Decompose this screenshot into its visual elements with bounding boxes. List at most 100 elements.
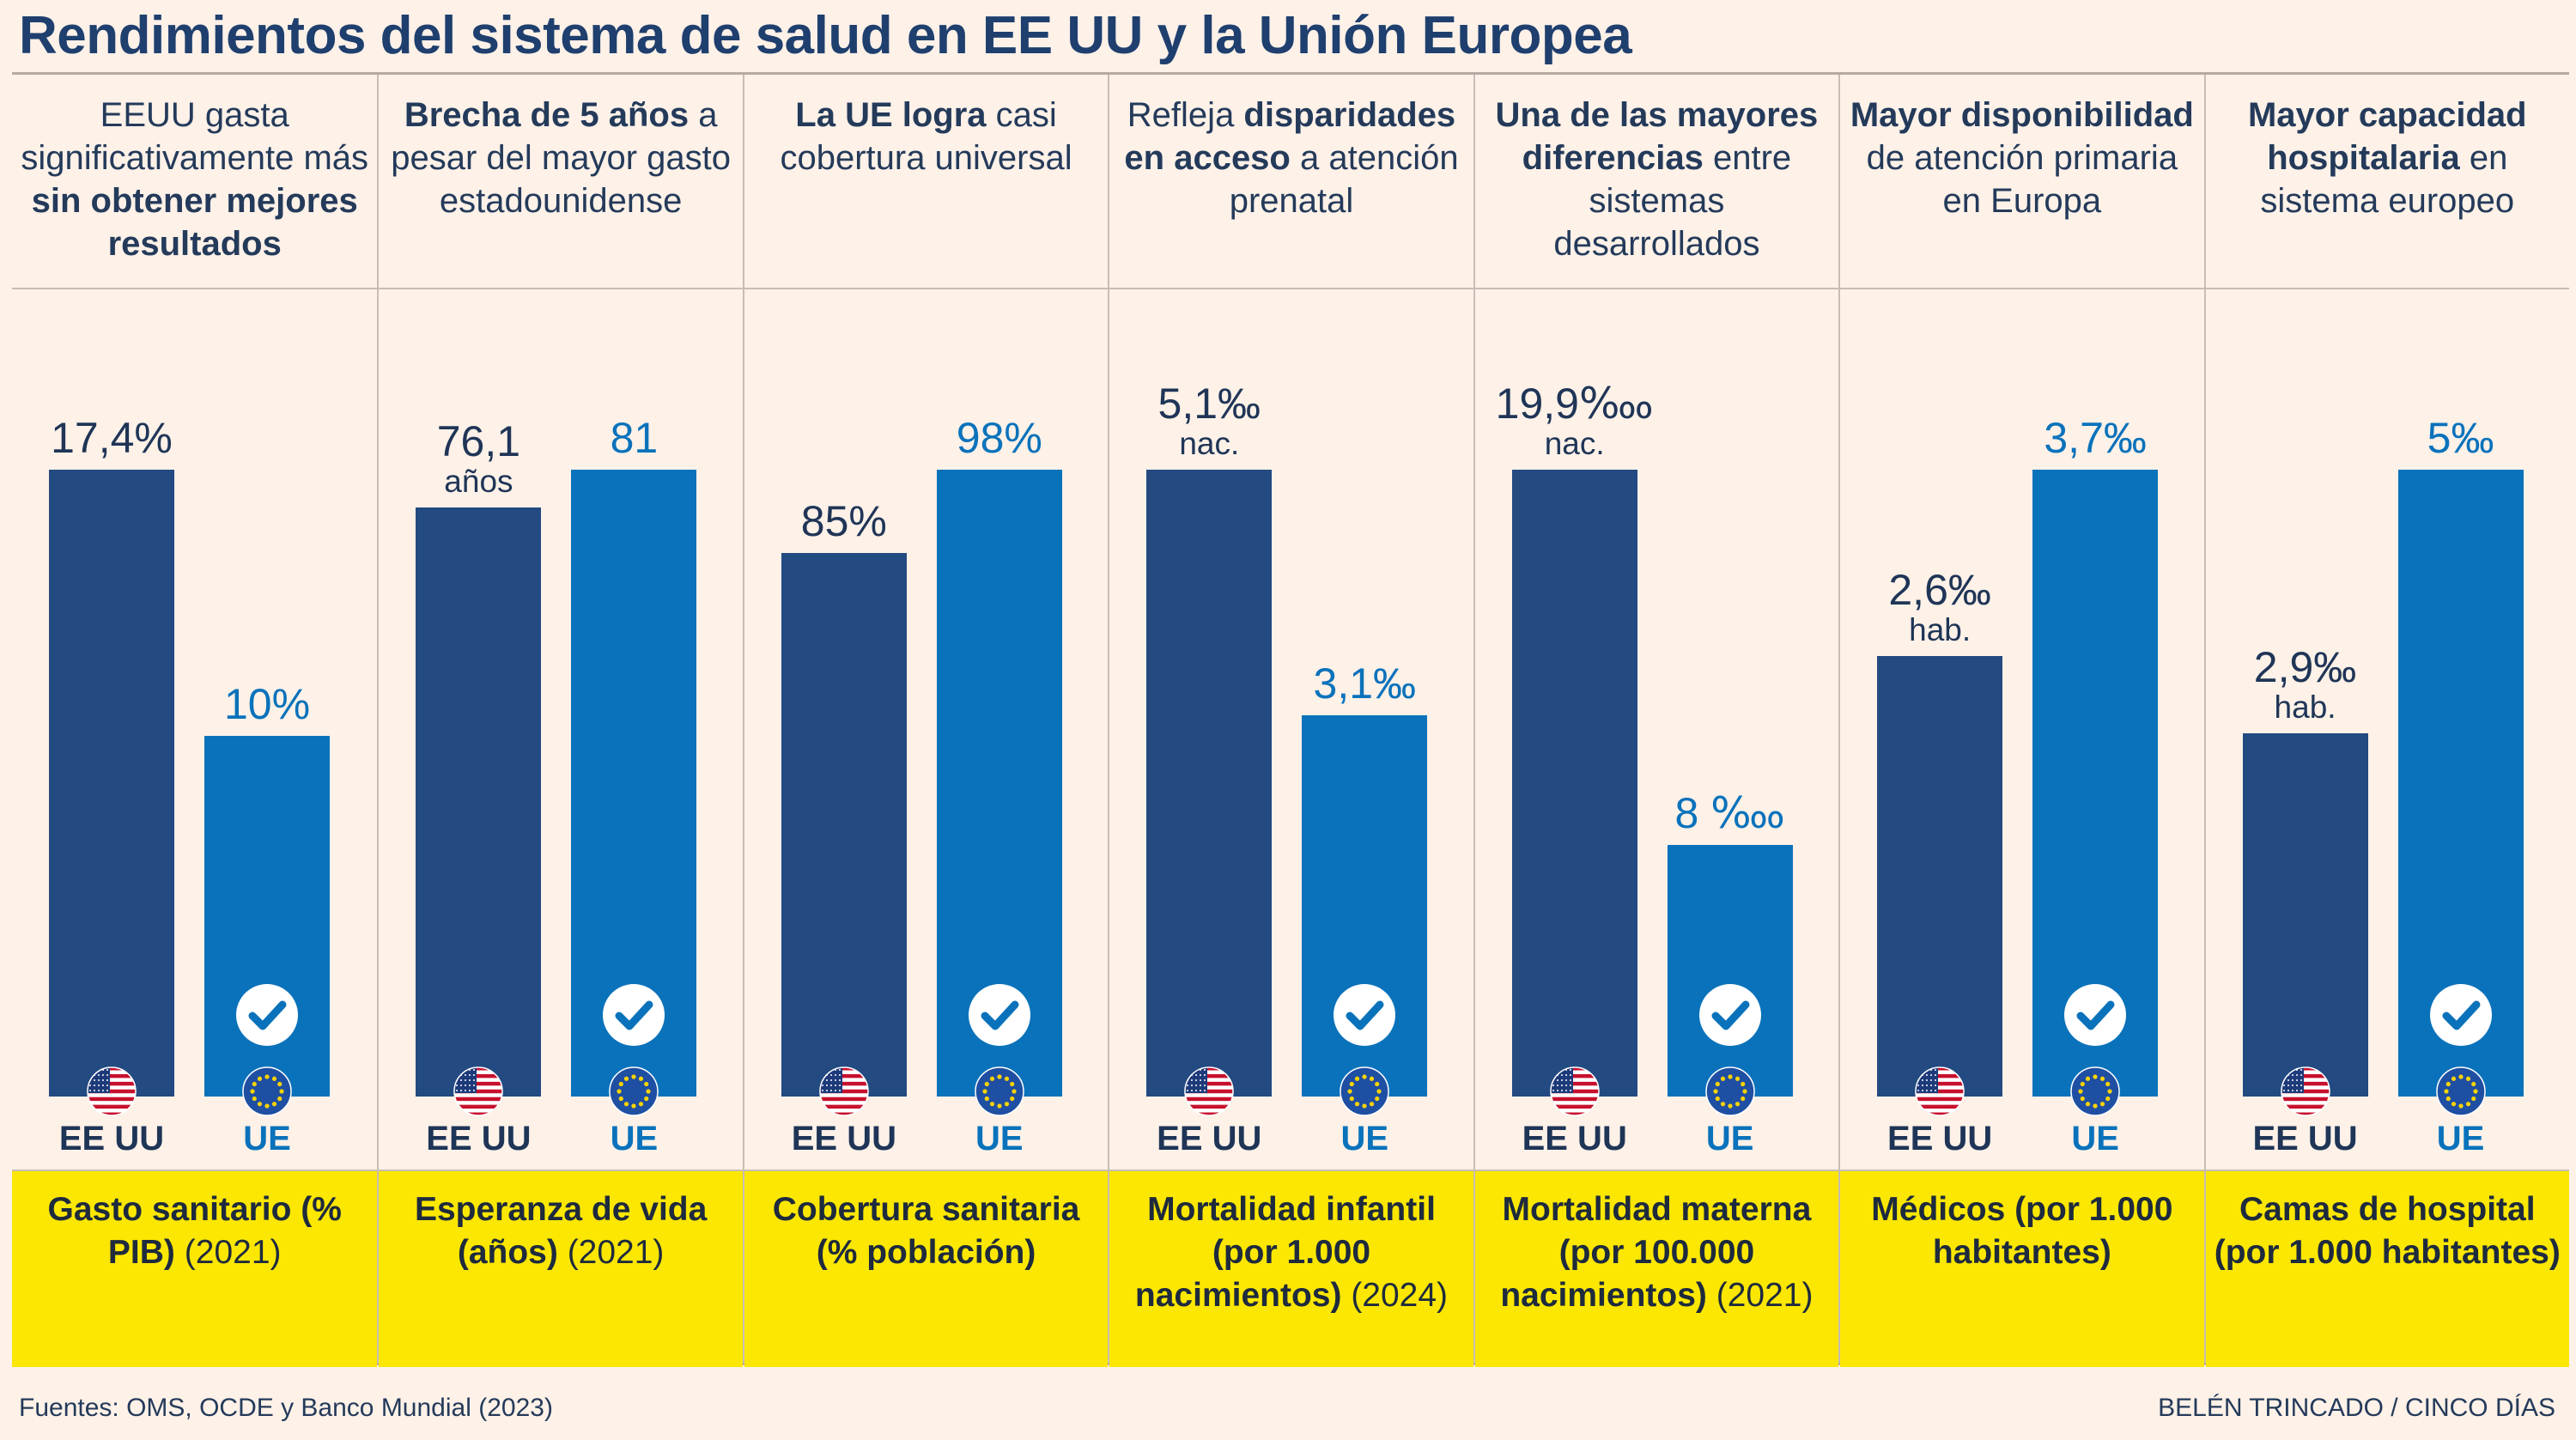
eu-value-label: 5‰	[2427, 414, 2494, 462]
panel-divider	[379, 288, 743, 289]
us-value-label: 85%	[800, 496, 887, 545]
text: en sistema europeo	[2260, 139, 2515, 220]
text: a atención prenatal	[1229, 139, 1459, 220]
checkmark-circle-icon	[2429, 983, 2493, 1047]
panel-subtitle: Refleja disparidades en acceso a atenció…	[1116, 94, 1466, 222]
bold-text: Brecha de 5 años	[404, 96, 699, 134]
us-bar	[2242, 732, 2368, 1097]
checkmark-circle-icon	[1698, 983, 1762, 1047]
eu-value-label: 3,7‰	[2044, 414, 2147, 462]
eu-category-label: UE	[1705, 1120, 1754, 1157]
us-category-label: EE UU	[791, 1120, 896, 1157]
us-value-label: 2,6‰	[1888, 566, 1991, 615]
eu-flag-icon	[2435, 1066, 2486, 1116]
panel-subtitle: Una de las mayores diferencias entre sis…	[1482, 94, 1832, 265]
metric-box: Gasto sanitario (% PIB) (2021)	[12, 1170, 378, 1367]
panel-divider	[2205, 288, 2569, 289]
us-category-label: EE UU	[426, 1120, 532, 1157]
us-value-label: 19,9‱	[1495, 380, 1654, 428]
panel-divider	[744, 288, 1109, 289]
text: (2024)	[1351, 1277, 1449, 1314]
us-value-label: 2,9‰	[2253, 642, 2357, 691]
checkmark-circle-icon	[602, 983, 665, 1047]
eu-value-label: 3,1‰	[1313, 659, 1417, 708]
eu-flag-icon	[2070, 1066, 2120, 1116]
eu-category-label: UE	[1340, 1120, 1389, 1157]
checkmark-circle-icon	[2063, 983, 2127, 1047]
panel-6: Mayor disponibilidad de atención primari…	[1838, 75, 2204, 1367]
eu-value-label: 8 ‱	[1674, 788, 1785, 837]
bold-text: Mortalidad infantil (por 1.000 nacimient…	[1134, 1191, 1436, 1314]
metric-label: Mortalidad infantil (por 1.000 nacimient…	[1116, 1188, 1466, 1317]
source-note: Fuentes: OMS, OCDE y Banco Mundial (2023…	[19, 1394, 553, 1422]
metric-label: Esperanza de vida (años) (2021)	[386, 1188, 735, 1274]
us-bar	[781, 552, 907, 1097]
panel-subtitle: Mayor disponibilidad de atención primari…	[1847, 94, 2196, 222]
metric-box: Cobertura sanitaria (% población)	[744, 1170, 1109, 1367]
us-flag-icon	[453, 1066, 504, 1116]
bold-text: Cobertura sanitaria (% población)	[772, 1191, 1080, 1271]
eu-bar	[1667, 844, 1793, 1097]
us-value-unit: hab.	[1909, 612, 1971, 648]
panel-divider	[1109, 288, 1473, 289]
metric-box: Esperanza de vida (años) (2021)	[379, 1170, 743, 1367]
panel-2: Brecha de 5 años a pesar del mayor gasto…	[377, 75, 743, 1367]
metric-label: Gasto sanitario (% PIB) (2021)	[19, 1188, 370, 1274]
text: (2021)	[184, 1234, 282, 1271]
panel-subtitle: Brecha de 5 años a pesar del mayor gasto…	[386, 94, 735, 222]
panel-5: Una de las mayores diferencias entre sis…	[1473, 75, 1839, 1367]
us-category-label: EE UU	[1522, 1120, 1627, 1157]
chart-title: Rendimientos del sistema de salud en EE …	[19, 6, 1632, 65]
panel-divider	[1840, 288, 2204, 289]
eu-category-label: UE	[975, 1120, 1024, 1157]
text: a pesar del mayor gasto estadounidense	[391, 96, 732, 220]
metric-label: Cobertura sanitaria (% población)	[751, 1188, 1101, 1274]
panel-subtitle: EEUU gasta significativamente más sin ob…	[19, 94, 370, 265]
panel-4: Refleja disparidades en acceso a atenció…	[1108, 75, 1473, 1367]
checkmark-circle-icon	[235, 983, 299, 1047]
us-value-unit: nac.	[1179, 426, 1240, 461]
panel-divider	[1474, 288, 1839, 289]
text: de atención primaria en Europa	[1866, 139, 2178, 220]
text: (2021)	[567, 1234, 665, 1271]
metric-label: Mortalidad materna (por 100.000 nacimien…	[1482, 1188, 1832, 1317]
us-value-unit: nac.	[1544, 426, 1605, 461]
bold-text: Camas de hospital (por 1.000 habitantes)	[2214, 1191, 2561, 1271]
eu-category-label: UE	[2071, 1120, 2119, 1157]
text: EEUU gasta significativamente más	[21, 96, 369, 177]
panel-divider	[12, 288, 378, 289]
eu-flag-icon	[242, 1066, 292, 1116]
eu-category-label: UE	[2436, 1120, 2485, 1157]
metric-box: Mortalidad materna (por 100.000 nacimien…	[1474, 1170, 1839, 1367]
eu-category-label: UE	[610, 1120, 659, 1157]
us-bar	[1877, 656, 2003, 1097]
eu-flag-icon	[975, 1066, 1024, 1116]
us-bar	[416, 507, 542, 1097]
us-bar	[1511, 470, 1637, 1097]
panel-1: EEUU gasta significativamente más sin ob…	[12, 75, 378, 1367]
us-value-label: 76,1	[436, 417, 521, 466]
panel-7: Mayor capacidad hospitalaria en sistema …	[2203, 75, 2569, 1367]
metric-box: Mortalidad infantil (por 1.000 nacimient…	[1109, 1170, 1473, 1367]
us-value-unit: hab.	[2274, 689, 2336, 725]
text: entre sistemas desarrollados	[1553, 139, 1792, 263]
eu-flag-icon	[609, 1066, 659, 1116]
bold-text: sin obtener mejores resultados	[31, 182, 358, 263]
panel-subtitle: Mayor capacidad hospitalaria en sistema …	[2213, 94, 2562, 222]
us-value-unit: años	[444, 464, 513, 500]
credit-note: BELÉN TRINCADO / CINCO DÍAS	[2158, 1394, 2555, 1422]
us-category-label: EE UU	[1887, 1120, 1993, 1157]
checkmark-circle-icon	[968, 983, 1031, 1047]
us-flag-icon	[1915, 1066, 1965, 1116]
panel-3: La UE logra casi cobertura universal 85% E…	[742, 75, 1109, 1367]
chart-grid: EEUU gasta significativamente más sin ob…	[12, 72, 2569, 1367]
us-bar	[1146, 470, 1273, 1097]
metric-box: Camas de hospital (por 1.000 habitantes)	[2205, 1170, 2569, 1367]
metric-label: Camas de hospital (por 1.000 habitantes)	[2213, 1188, 2562, 1274]
us-flag-icon	[1549, 1066, 1600, 1116]
metric-label: Médicos (por 1.000 habitantes)	[1847, 1188, 2196, 1274]
us-flag-icon	[2280, 1066, 2330, 1116]
us-value-label: 17,4%	[51, 414, 173, 462]
eu-flag-icon	[1340, 1066, 1390, 1116]
bold-text: disparidades en acceso	[1124, 96, 1456, 177]
